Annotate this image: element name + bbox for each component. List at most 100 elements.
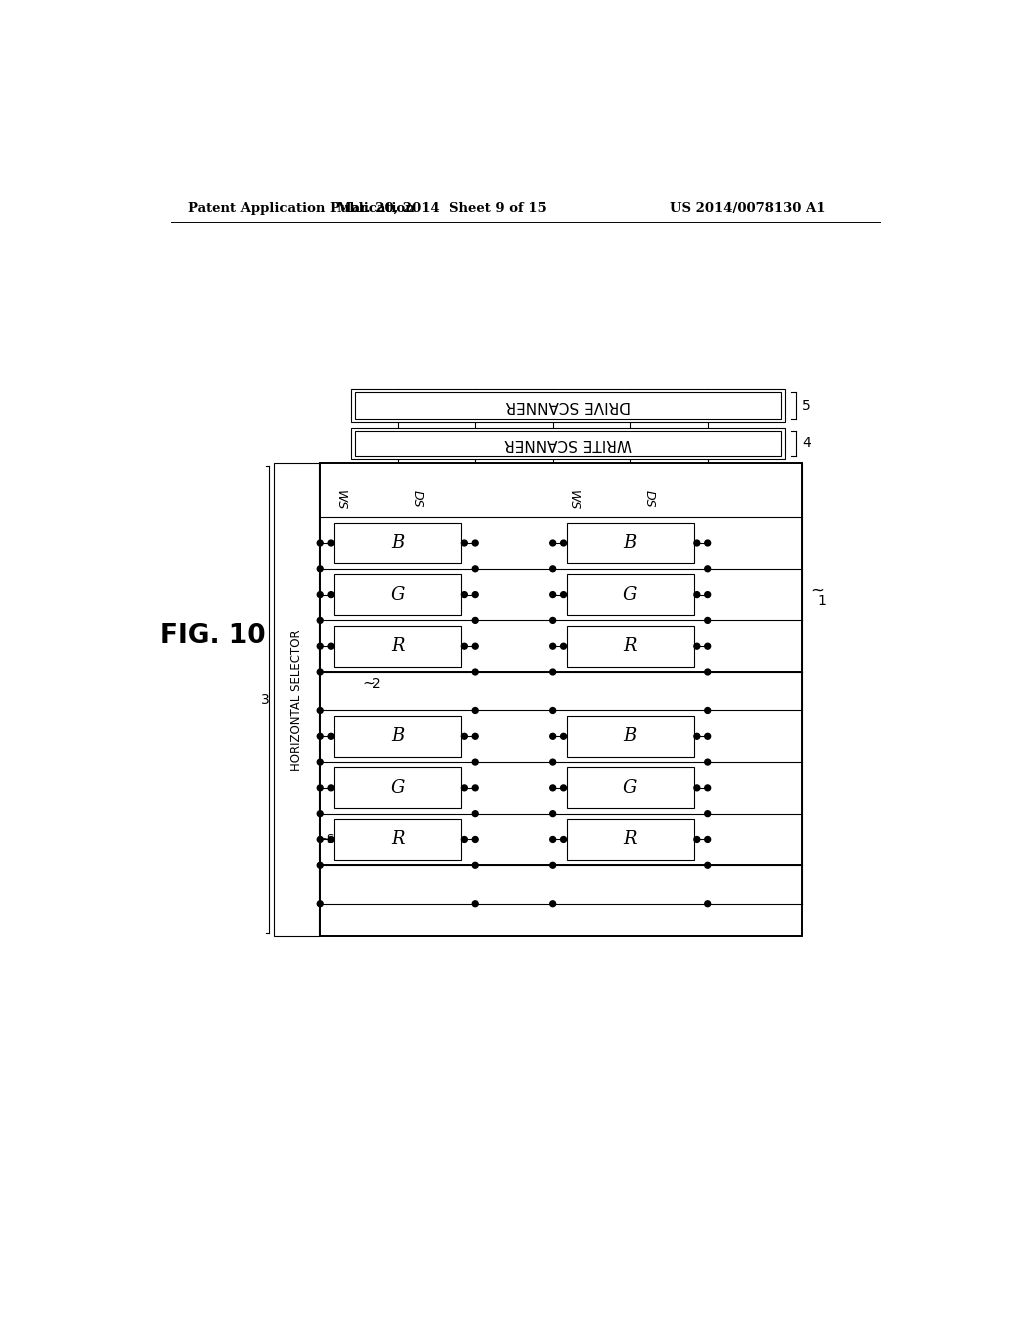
Text: ~: ~	[362, 676, 376, 692]
Circle shape	[550, 759, 556, 766]
Circle shape	[550, 837, 556, 842]
Circle shape	[550, 900, 556, 907]
Circle shape	[560, 837, 566, 842]
Circle shape	[472, 900, 478, 907]
Text: R: R	[624, 638, 637, 655]
Circle shape	[560, 734, 566, 739]
Circle shape	[705, 643, 711, 649]
Text: WS: WS	[334, 490, 347, 511]
Bar	[566, 767, 693, 808]
Text: G: G	[623, 779, 637, 797]
Circle shape	[328, 591, 334, 598]
Circle shape	[550, 566, 556, 572]
Bar	[566, 818, 693, 859]
Circle shape	[550, 734, 556, 739]
Text: G: G	[623, 586, 637, 603]
Circle shape	[705, 618, 711, 623]
Text: ~: ~	[810, 582, 824, 599]
Text: WRITE SCANNER: WRITE SCANNER	[504, 436, 632, 451]
Circle shape	[472, 566, 478, 572]
Text: FIG. 10: FIG. 10	[161, 623, 266, 649]
Bar	[334, 523, 461, 564]
Circle shape	[560, 591, 566, 598]
Bar	[334, 767, 461, 808]
Text: G: G	[390, 779, 404, 797]
Circle shape	[472, 785, 478, 791]
Bar	[334, 626, 461, 667]
Text: 4: 4	[802, 437, 811, 450]
Circle shape	[694, 734, 699, 739]
Circle shape	[472, 618, 478, 623]
Text: 5: 5	[802, 399, 811, 413]
Circle shape	[317, 810, 324, 817]
Text: Mar. 20, 2014  Sheet 9 of 15: Mar. 20, 2014 Sheet 9 of 15	[337, 202, 547, 215]
Text: R: R	[624, 830, 637, 849]
Bar	[566, 574, 693, 615]
Bar	[334, 574, 461, 615]
Circle shape	[317, 540, 324, 546]
Text: B: B	[391, 535, 404, 552]
Circle shape	[328, 540, 334, 546]
Text: R: R	[391, 830, 404, 849]
Text: SL: SL	[327, 833, 340, 846]
Circle shape	[705, 669, 711, 675]
Circle shape	[472, 759, 478, 766]
Circle shape	[694, 643, 699, 649]
Circle shape	[705, 810, 711, 817]
Text: ~: ~	[321, 833, 331, 846]
Circle shape	[328, 643, 334, 649]
Circle shape	[472, 708, 478, 713]
Bar	[334, 818, 461, 859]
Text: Patent Application Publication: Patent Application Publication	[188, 202, 415, 215]
Bar	[355, 430, 781, 455]
Circle shape	[550, 810, 556, 817]
Circle shape	[472, 837, 478, 842]
Circle shape	[462, 591, 467, 598]
Circle shape	[317, 591, 324, 598]
Circle shape	[705, 566, 711, 572]
Circle shape	[317, 566, 324, 572]
Circle shape	[462, 734, 467, 739]
Circle shape	[317, 862, 324, 869]
Circle shape	[317, 734, 324, 739]
Circle shape	[560, 540, 566, 546]
Circle shape	[705, 837, 711, 842]
Circle shape	[550, 785, 556, 791]
Circle shape	[328, 734, 334, 739]
Text: DRIVE SCANNER: DRIVE SCANNER	[506, 399, 631, 413]
Bar	[566, 523, 693, 564]
Circle shape	[472, 862, 478, 869]
Circle shape	[550, 618, 556, 623]
Circle shape	[472, 591, 478, 598]
Circle shape	[694, 591, 699, 598]
Text: R: R	[391, 638, 404, 655]
Circle shape	[694, 540, 699, 546]
Circle shape	[317, 759, 324, 766]
Text: 3: 3	[261, 693, 270, 706]
Circle shape	[550, 708, 556, 713]
Circle shape	[472, 643, 478, 649]
Bar	[355, 392, 781, 418]
Text: 2: 2	[372, 677, 381, 690]
Circle shape	[705, 540, 711, 546]
Text: B: B	[624, 535, 637, 552]
Text: G: G	[390, 586, 404, 603]
Bar	[273, 463, 318, 936]
Circle shape	[462, 540, 467, 546]
Circle shape	[472, 540, 478, 546]
Circle shape	[472, 810, 478, 817]
Circle shape	[317, 669, 324, 675]
Text: DS: DS	[643, 490, 656, 508]
Circle shape	[462, 785, 467, 791]
Circle shape	[705, 862, 711, 869]
Circle shape	[317, 708, 324, 713]
Circle shape	[705, 759, 711, 766]
Circle shape	[705, 900, 711, 907]
Circle shape	[550, 591, 556, 598]
Circle shape	[317, 785, 324, 791]
Circle shape	[705, 708, 711, 713]
Circle shape	[328, 785, 334, 791]
Circle shape	[694, 837, 699, 842]
Bar	[321, 463, 802, 936]
Circle shape	[317, 900, 324, 907]
